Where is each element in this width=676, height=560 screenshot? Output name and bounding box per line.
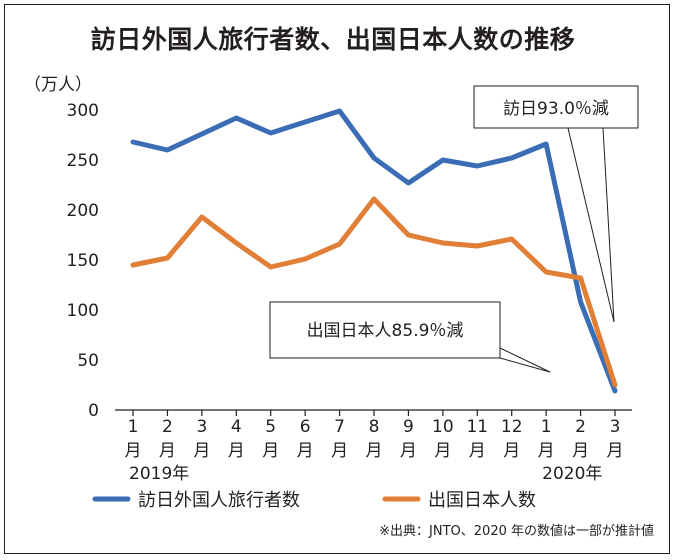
source-note: ※出典：JNTO、2020 年の数値は一部が推計値 — [379, 523, 654, 539]
x-tick-month-suffix: 月 — [262, 441, 279, 461]
x-tick-label: 2 — [162, 417, 173, 437]
y-tick-label: 300 — [67, 101, 99, 121]
y-tick-label: 150 — [67, 251, 99, 271]
x-tick-month-suffix: 月 — [469, 441, 486, 461]
annotation-text: 出国日本人85.9％減 — [307, 321, 464, 341]
y-tick-label: 250 — [67, 151, 99, 171]
x-tick-label: 8 — [369, 417, 380, 437]
series-line-visitors — [130, 108, 618, 394]
y-tick-label: 100 — [67, 301, 99, 321]
x-tick-label: 11 — [466, 417, 488, 437]
annotation-leader-line — [602, 127, 615, 323]
x-tick-month-suffix: 月 — [503, 441, 520, 461]
x-tick-month-suffix: 月 — [538, 441, 555, 461]
x-tick-month-suffix: 月 — [125, 441, 142, 461]
x-tick-label: 1 — [128, 417, 139, 437]
y-tick-label: 50 — [77, 351, 99, 371]
y-axis-ticks: 0 50 100 150 200 250 300 — [67, 101, 99, 421]
chart-title: 訪日外国人旅行者数、出国日本人数の推移 — [90, 25, 576, 54]
x-tick-label: 3 — [196, 417, 207, 437]
x-tick-month-suffix: 月 — [434, 441, 451, 461]
x-tick-month-suffix: 月 — [159, 441, 176, 461]
annotation-text: 訪日93.0％減 — [503, 99, 609, 119]
x-tick-month-suffix: 月 — [366, 441, 383, 461]
x-tick-month-suffix: 月 — [572, 441, 589, 461]
x-tick-month-suffix: 月 — [193, 441, 210, 461]
x-tick-label: 4 — [231, 417, 242, 437]
x-year-label: 2020年 — [542, 464, 602, 484]
x-tick-month-suffix: 月 — [228, 441, 245, 461]
series-line-departures — [130, 196, 618, 388]
annotation-leaders — [499, 127, 615, 373]
annotation-box — [473, 85, 639, 129]
x-tick-label: 2 — [575, 417, 586, 437]
annotation-leader-line — [499, 347, 551, 373]
x-tick-label: 6 — [300, 417, 311, 437]
annotation-leader-line — [499, 357, 551, 373]
series-lines — [130, 108, 618, 394]
annotation-box — [269, 301, 501, 359]
x-tick-label: 12 — [501, 417, 523, 437]
x-tick-month-suffix: 月 — [607, 441, 624, 461]
x-tick-month-suffix: 月 — [331, 441, 348, 461]
legend: 訪日外国人旅行者数 出国日本人数 — [92, 490, 536, 511]
legend-label: 訪日外国人旅行者数 — [138, 490, 300, 511]
x-tick-label: 1 — [541, 417, 552, 437]
y-tick-label: 200 — [67, 201, 99, 221]
annotation-leader-line — [567, 127, 615, 323]
x-tick-month-suffix: 月 — [297, 441, 314, 461]
x-tick-label: 10 — [432, 417, 454, 437]
x-year-label: 2019年 — [129, 464, 189, 484]
x-tick-label: 3 — [610, 417, 621, 437]
legend-label: 出国日本人数 — [428, 490, 536, 511]
y-tick-label: 0 — [88, 401, 99, 421]
x-tick-label: 7 — [334, 417, 345, 437]
x-tick-label: 5 — [265, 417, 276, 437]
x-tick-label: 9 — [403, 417, 414, 437]
x-tick-month-suffix: 月 — [400, 441, 417, 461]
y-axis-unit-label: （万人） — [24, 75, 92, 95]
